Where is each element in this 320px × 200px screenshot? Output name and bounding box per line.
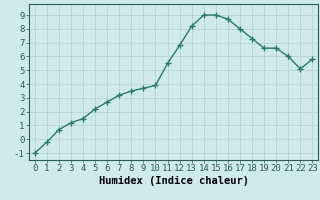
X-axis label: Humidex (Indice chaleur): Humidex (Indice chaleur) xyxy=(99,176,249,186)
